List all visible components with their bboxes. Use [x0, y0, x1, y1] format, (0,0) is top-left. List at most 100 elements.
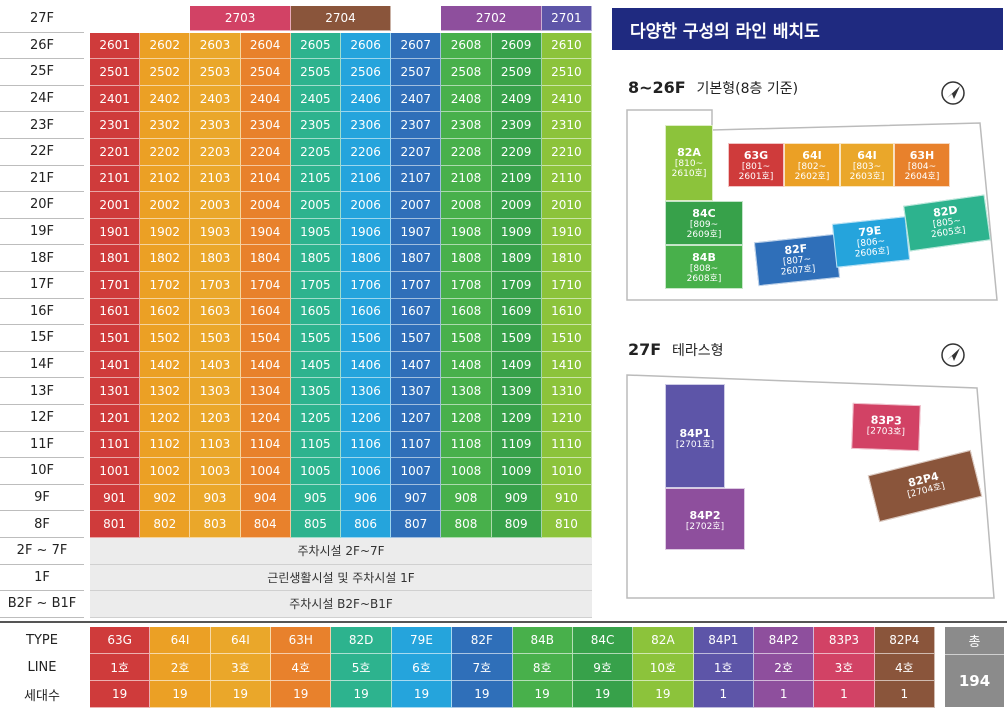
unit-cell: 2207 [391, 139, 442, 166]
unit-cell: 2201 [90, 139, 141, 166]
floor-label-lower: B2F ~ B1F [0, 591, 84, 618]
unit-cell: 807 [391, 511, 442, 538]
unit-cell: 2202 [140, 139, 191, 166]
floor-label: 17F [0, 272, 84, 299]
unit-cell: 2009 [491, 192, 542, 219]
unit-cell: 1501 [90, 325, 141, 352]
unit-83P3-range: [2703호] [866, 426, 906, 438]
facility-desc: 주차시설 2F~7F [90, 538, 592, 565]
unit-64I-a: 64I [802~ 2602호] [784, 143, 840, 187]
unit-cell: 2503 [190, 59, 241, 86]
unit-cell: 1105 [290, 431, 341, 459]
legend-cell-count: 19 [512, 681, 573, 708]
unit-cell: 2508 [441, 59, 492, 86]
floor-label: 15F [0, 325, 84, 352]
legend-cell-line: 3호 [814, 654, 875, 681]
unit-cell: 1601 [90, 298, 141, 326]
unit-cell: 1707 [391, 272, 442, 299]
unit-cell: 2305 [290, 112, 341, 139]
floor-label: 26F [0, 33, 84, 60]
unit-cell: 1205 [290, 405, 341, 432]
unit-cell: 1801 [90, 245, 141, 272]
unit-cell: 2001 [90, 192, 141, 219]
unit-cell: 1409 [491, 351, 542, 379]
legend-cell-count: 19 [150, 681, 211, 708]
legend-cell-type: 82P4 [874, 627, 936, 654]
unit-63G-range1: [801~ [741, 162, 771, 172]
unit-cell: 801 [90, 511, 141, 538]
unit-cell: 1909 [491, 218, 542, 246]
unit-63H: 63H [804~ 2604호] [894, 143, 950, 187]
floor-label: 25F [0, 59, 84, 86]
unit-cell: 1202 [140, 405, 191, 432]
unit-84C-type: 84C [692, 207, 716, 220]
unit-cell: 1302 [140, 378, 191, 405]
unit-cell: 803 [190, 511, 241, 538]
unit-cell: 1703 [190, 272, 241, 299]
unit-cell: 2004 [240, 192, 291, 219]
legend-cell-count: 19 [572, 681, 634, 708]
unit-84P1: 84P1 [2701호] [665, 384, 725, 488]
unit-cell: 1204 [240, 405, 291, 432]
unit-cell: 1010 [541, 458, 592, 485]
unit-cell: 1502 [140, 325, 191, 352]
legend-cell-count: 1 [753, 681, 815, 708]
unit-cell: 2406 [341, 85, 392, 113]
unit-82A: 82A [810~ 2610호] [665, 125, 713, 201]
unit-cell: 2602 [140, 32, 191, 60]
unit-cell: 2103 [190, 165, 241, 193]
unit-cell: 1206 [341, 405, 392, 432]
unit-cell: 1509 [491, 325, 542, 352]
unit-cell: 1906 [341, 218, 392, 246]
legend-cell-line: 8호 [512, 654, 573, 681]
unit-cell: 1408 [441, 351, 492, 379]
unit-cell: 2505 [290, 59, 341, 86]
unit-cell: 1008 [441, 458, 492, 485]
unit-cell: 2104 [240, 165, 291, 193]
unit-cell: 908 [441, 484, 492, 512]
unit-cell: 1306 [341, 378, 392, 405]
unit-cell: 1901 [90, 218, 141, 246]
legend-cell-line: 4호 [874, 654, 936, 681]
unit-cell: 1904 [240, 218, 291, 246]
unit-cell: 905 [290, 484, 341, 512]
unit-cell: 903 [190, 484, 241, 512]
floor-label: 11F [0, 432, 84, 459]
unit-63H-range2: 2604호] [904, 172, 940, 182]
unit-cell: 2007 [391, 192, 442, 219]
unit-cell: 1007 [391, 458, 442, 485]
unit-cell: 2307 [391, 112, 442, 139]
unit-cell: 2101 [90, 165, 141, 193]
unit-cell: 1805 [290, 245, 341, 272]
unit-cell: 1905 [290, 218, 341, 246]
plan1-desc: 기본형(8층 기준) [696, 81, 799, 97]
unit-cell: 1108 [441, 431, 492, 459]
legend-row-label: TYPE [26, 633, 58, 648]
unit-cell: 907 [391, 484, 442, 512]
compass-icon [941, 81, 965, 105]
unit-cell: 1004 [240, 458, 291, 485]
floor-label: 10F [0, 458, 84, 485]
unit-cell: 1605 [290, 298, 341, 326]
unit-cell: 1610 [541, 298, 592, 326]
floor-label: 13F [0, 378, 84, 405]
unit-cell: 902 [140, 484, 191, 512]
unit-84B-range1: [808~ [689, 264, 719, 274]
unit-cell: 1201 [90, 405, 141, 432]
unit-cell: 910 [541, 484, 592, 512]
legend-cell-type: 63G [90, 627, 151, 654]
unit-cell: 2605 [290, 32, 341, 60]
legend-cell-line: 10호 [633, 654, 694, 681]
legend-cell-line: 1호 [693, 654, 754, 681]
plan2-desc: 테라스형 [671, 343, 724, 359]
unit-cell: 1101 [90, 431, 141, 459]
plan1-floor: 8~26F [628, 78, 686, 97]
unit-cell: 2507 [391, 59, 442, 86]
unit-cell: 1903 [190, 218, 241, 246]
unit-84P2-type: 84P2 [689, 509, 721, 522]
unit-cell: 2610 [541, 32, 592, 60]
unit-cell: 1410 [541, 351, 592, 379]
unit-84C-range1: [809~ [689, 220, 719, 230]
unit-cell: 1304 [240, 378, 291, 405]
unit-cell-27F: 2704 [290, 6, 392, 31]
